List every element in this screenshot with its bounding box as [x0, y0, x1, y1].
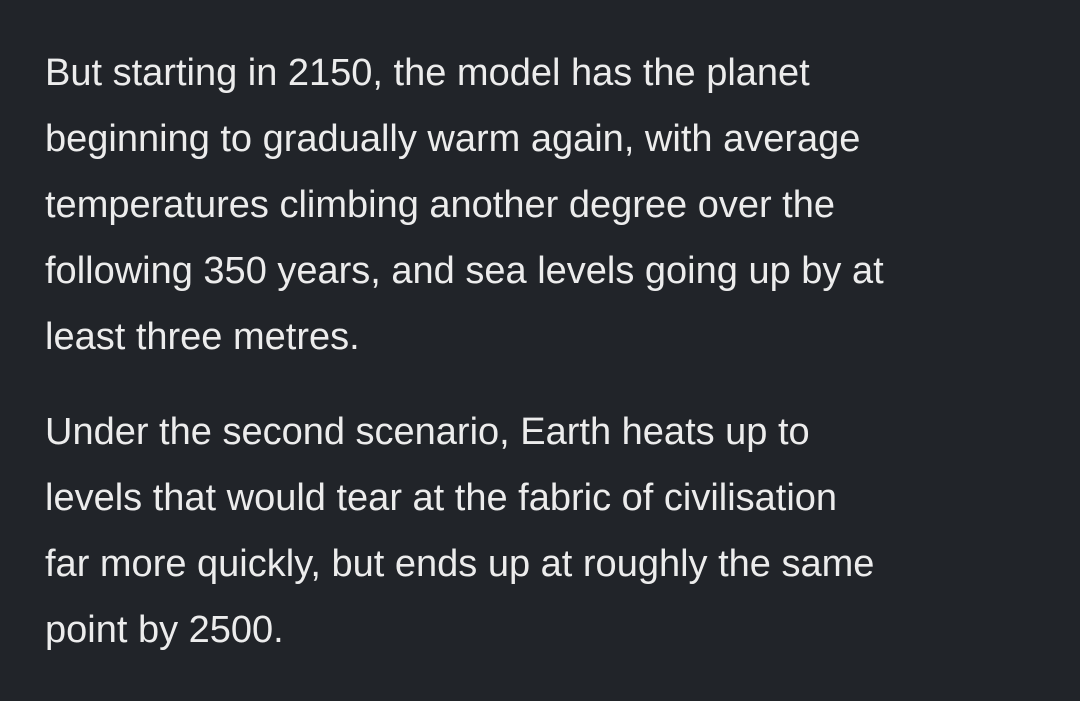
- article-text: But starting in 2150, the model has the …: [45, 40, 1045, 663]
- text-line: least three metres.: [45, 316, 360, 358]
- text-line: far more quickly, but ends up at roughly…: [45, 543, 875, 585]
- text-line: following 350 years, and sea levels goin…: [45, 250, 884, 292]
- text-line: But starting in 2150, the model has the …: [45, 52, 810, 94]
- text-line: Under the second scenario, Earth heats u…: [45, 411, 810, 453]
- text-line: levels that would tear at the fabric of …: [45, 477, 838, 519]
- text-line: beginning to gradually warm again, with …: [45, 118, 861, 160]
- paragraph-2: Under the second scenario, Earth heats u…: [45, 399, 1045, 663]
- paragraph-1: But starting in 2150, the model has the …: [45, 40, 1045, 370]
- text-line: point by 2500.: [45, 609, 284, 651]
- text-line: temperatures climbing another degree ove…: [45, 184, 836, 226]
